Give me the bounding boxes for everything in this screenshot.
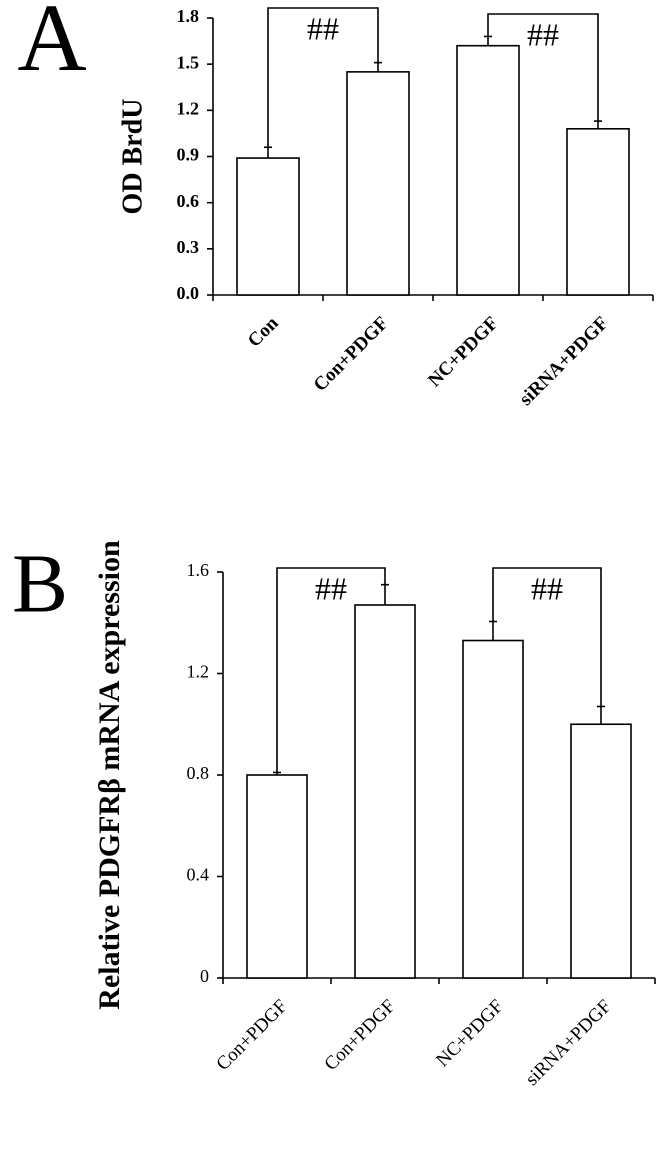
significance-bracket — [276, 567, 386, 773]
x-tick-label: Con — [244, 312, 283, 351]
panel-label: B — [12, 537, 68, 630]
y-tick-label: 1.5 — [177, 52, 200, 72]
bar — [456, 44, 520, 296]
y-axis-label: OD BrdU — [117, 99, 148, 215]
y-tick-label: 0.6 — [177, 191, 200, 211]
bar — [346, 71, 410, 296]
x-tick-label: NC+PDGF — [424, 313, 502, 391]
y-tick-label: 0.8 — [187, 763, 210, 783]
significance-bracket — [492, 567, 602, 707]
significance-label: ## — [527, 16, 559, 52]
bar — [354, 604, 416, 979]
y-tick-label: 1.8 — [177, 6, 200, 26]
x-tick-label: siRNA+PDGF — [515, 313, 612, 410]
bar — [566, 128, 630, 296]
y-tick-label: 1.6 — [187, 560, 210, 580]
x-tick-label: Con+PDGF — [212, 996, 291, 1075]
panel-label: A — [17, 0, 86, 91]
x-tick-label: NC+PDGF — [432, 996, 507, 1071]
significance-label: ## — [531, 570, 563, 606]
significance-bracket — [487, 13, 599, 122]
bar — [236, 157, 300, 296]
significance-label: ## — [307, 10, 339, 46]
y-tick-label: 1.2 — [187, 662, 210, 682]
significance-bracket — [267, 7, 379, 148]
y-axis-label: Relative PDGFRβ mRNA expression — [93, 540, 126, 1010]
significance-label: ## — [315, 570, 347, 606]
x-tick-label: Con+PDGF — [310, 313, 393, 396]
x-tick-label: Con+PDGF — [320, 996, 399, 1075]
y-tick-label: 0.3 — [177, 237, 200, 257]
y-tick-label: 0.9 — [177, 145, 200, 165]
x-tick-label: siRNA+PDGF — [522, 996, 616, 1090]
bar — [570, 723, 632, 979]
bar — [246, 774, 308, 979]
y-tick-label: 0 — [200, 966, 209, 986]
y-tick-label: 0.0 — [177, 283, 200, 303]
y-tick-label: 1.2 — [177, 98, 200, 118]
bar — [462, 639, 524, 979]
y-tick-label: 0.4 — [187, 865, 210, 885]
